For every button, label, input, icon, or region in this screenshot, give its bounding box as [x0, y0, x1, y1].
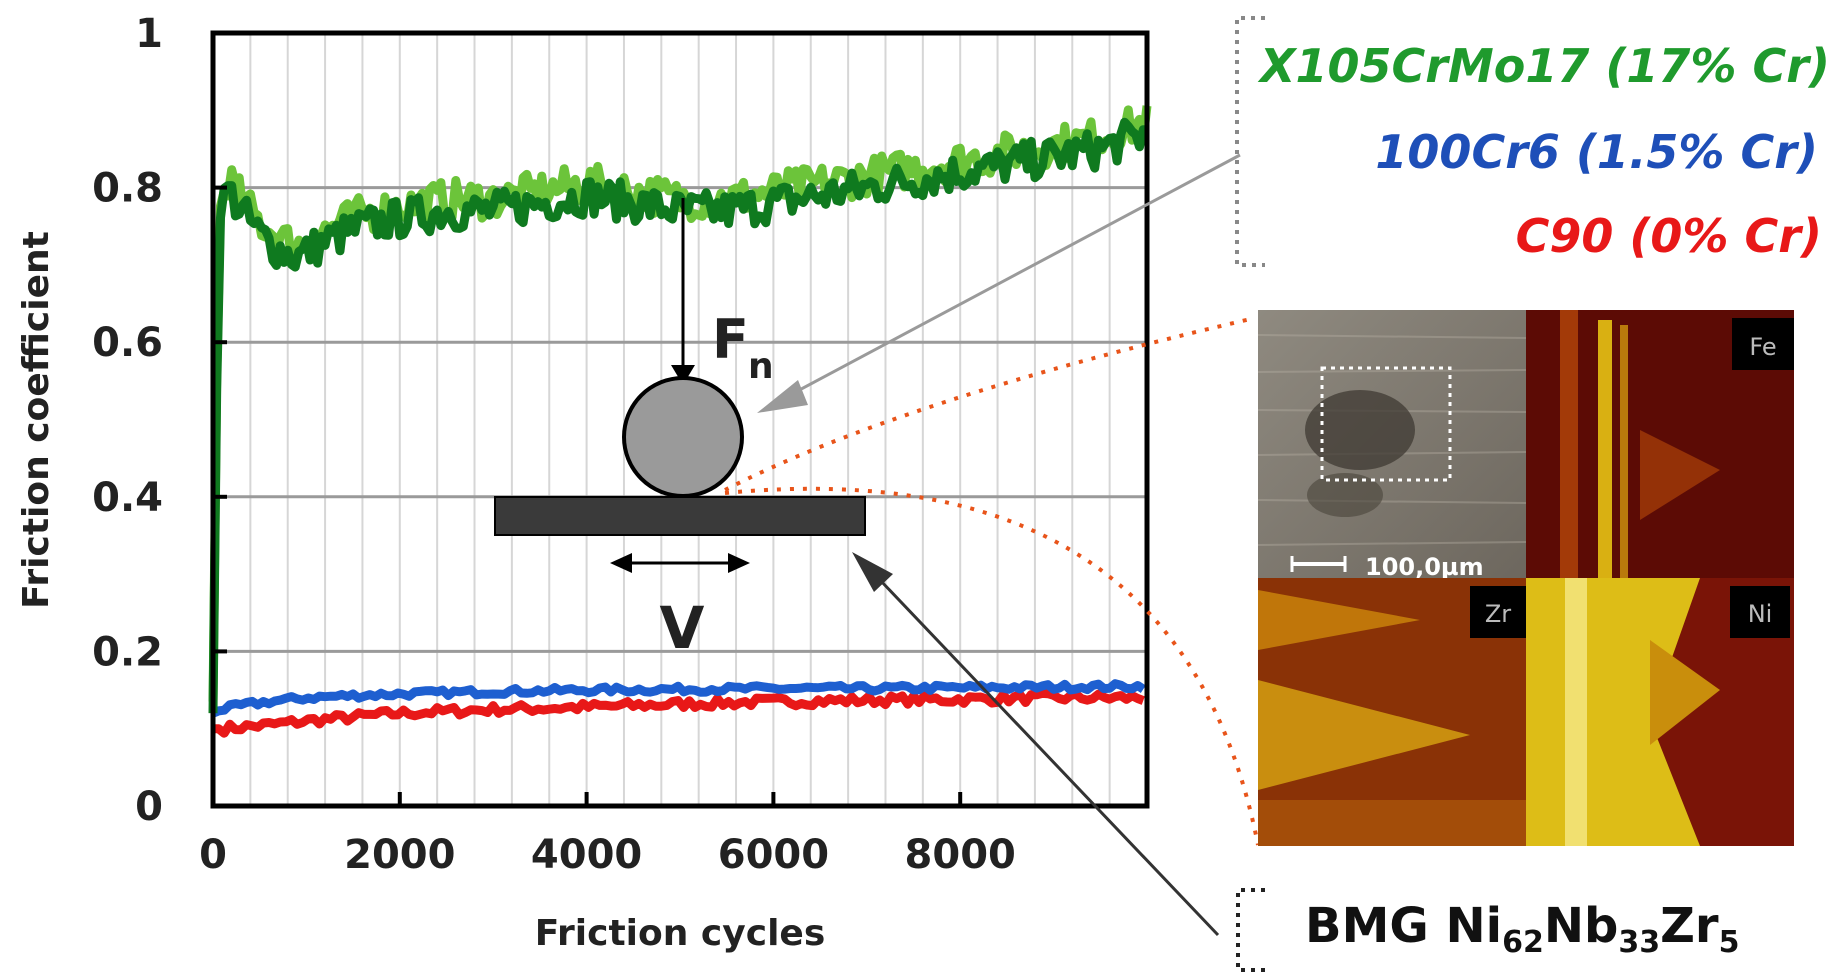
plot-frame	[210, 30, 1150, 809]
legend-100cr6: 100Cr6 (1.5% Cr)	[1375, 125, 1818, 179]
x-axis-title: Friction cycles	[535, 913, 826, 954]
y-tick-label: 0.2	[92, 629, 163, 675]
bmg-sub-zr: 5	[1718, 925, 1740, 960]
y-tick-label: 0.4	[92, 475, 163, 521]
bmg-zr: Zr	[1660, 898, 1719, 954]
x-tick-label: 8000	[905, 832, 1016, 878]
tribometer-schematic: F n V	[494, 198, 866, 662]
bmg-pointer-line	[878, 578, 1220, 937]
zoom-connectors	[724, 316, 1260, 846]
y-tick-label: 0	[135, 784, 163, 830]
legend-c90: C90 (0% Cr)	[1516, 209, 1822, 263]
velocity-arrow-left-head	[610, 553, 632, 573]
x-tick-label: 2000	[344, 832, 455, 878]
grey-pointer-line	[789, 153, 1241, 397]
velocity-label: V	[660, 594, 705, 662]
legend-x105crmo17: X105CrMo17 (17% Cr)	[1257, 39, 1830, 93]
connector-upper	[724, 316, 1256, 492]
y-tick-label: 0.8	[92, 166, 163, 212]
y-axis-title: Friction coefficient	[16, 231, 57, 609]
plot-series	[208, 105, 1152, 738]
force-subscript: n	[748, 346, 774, 387]
label-fe: Fe	[1749, 333, 1776, 361]
ball	[622, 376, 744, 498]
x-tick-label: 4000	[531, 832, 642, 878]
bmg-prefix: BMG Ni	[1305, 898, 1503, 954]
tick-labels: 0 2000 4000 6000 8000 0 0.2 0.4 0.6 0.8 1	[92, 11, 1016, 878]
wear-spot	[1305, 390, 1415, 470]
zoom-box	[1320, 366, 1452, 482]
y-tick-label: 0.6	[92, 320, 163, 366]
series-c90	[213, 688, 1145, 738]
force-arrow-head	[671, 365, 695, 385]
connector-lower	[724, 486, 1260, 846]
eds-micrograph: 100,0µm Fe Zr Ni	[1257, 310, 1794, 846]
plot-ticks	[211, 31, 963, 808]
bmg-sub-nb: 33	[1618, 925, 1661, 960]
bmg-pointer-head	[852, 552, 893, 592]
legend-bracket	[1235, 16, 1265, 267]
y-tick-label: 1	[135, 11, 163, 57]
velocity-arrow-right-head	[728, 553, 750, 573]
label-ni: Ni	[1748, 600, 1773, 628]
scale-bar-label: 100,0µm	[1365, 553, 1484, 581]
bmg-sub-ni: 62	[1502, 925, 1544, 960]
bmg-bracket	[1236, 888, 1265, 972]
label-zr: Zr	[1485, 600, 1511, 628]
pointer-arrows	[757, 153, 1241, 937]
bmg-nb: Nb	[1543, 898, 1619, 954]
x-tick-label: 0	[199, 832, 227, 878]
bmg-composition-label: BMG Ni62Nb33Zr5	[1305, 898, 1739, 960]
force-label: F	[712, 308, 749, 371]
series-x105crmo17	[208, 117, 1149, 714]
series-100cr6	[211, 679, 1146, 718]
plate	[494, 496, 866, 536]
wear-spot-secondary	[1307, 473, 1383, 517]
x-tick-label: 6000	[718, 832, 829, 878]
grey-pointer-head	[757, 380, 808, 413]
